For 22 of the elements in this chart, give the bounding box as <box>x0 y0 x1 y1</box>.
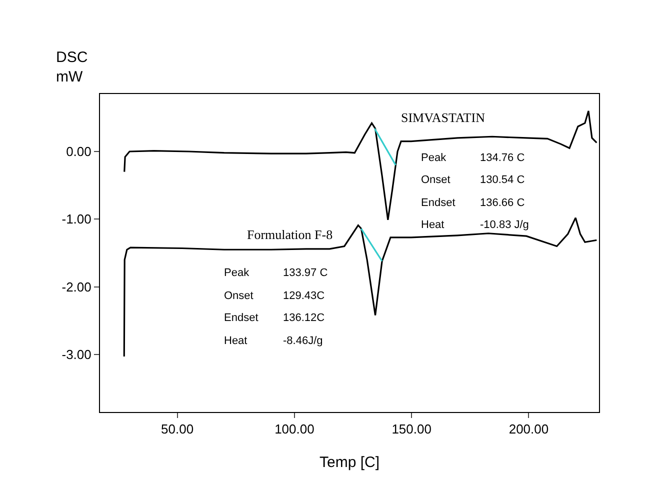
text: Peak 134.76 C <box>421 152 525 164</box>
y-tick-label: -2.00 <box>62 279 92 294</box>
text: Peak 133.97 C <box>224 267 328 279</box>
line-series <box>124 110 598 221</box>
x-tick-label: 200.00 <box>508 422 549 437</box>
y-tick-label: -1.00 <box>62 212 92 227</box>
x-tick-label: 50.00 <box>161 422 194 437</box>
y-tick-label: -3.00 <box>62 347 92 362</box>
text: Heat -8.46J/g <box>224 335 323 347</box>
text: Heat -10.83 J/g <box>421 219 529 231</box>
text: Onset 130.54 C <box>421 174 525 186</box>
text: Endset 136.12C <box>224 312 325 324</box>
y-tick-label: 0.00 <box>66 144 92 160</box>
series-label: SIMVASTATIN <box>401 110 486 125</box>
text: Onset 129.43C <box>224 290 325 302</box>
x-tick-label: 100.00 <box>274 422 314 437</box>
x-tick-label: 150.00 <box>392 422 432 437</box>
text: Endset 136.66 C <box>421 197 525 209</box>
line-series <box>123 217 598 358</box>
x-axis-title: Temp [C] <box>319 454 380 471</box>
series-label: Formulation F-8 <box>247 227 333 242</box>
y-axis-title: DSC mW <box>56 49 88 86</box>
